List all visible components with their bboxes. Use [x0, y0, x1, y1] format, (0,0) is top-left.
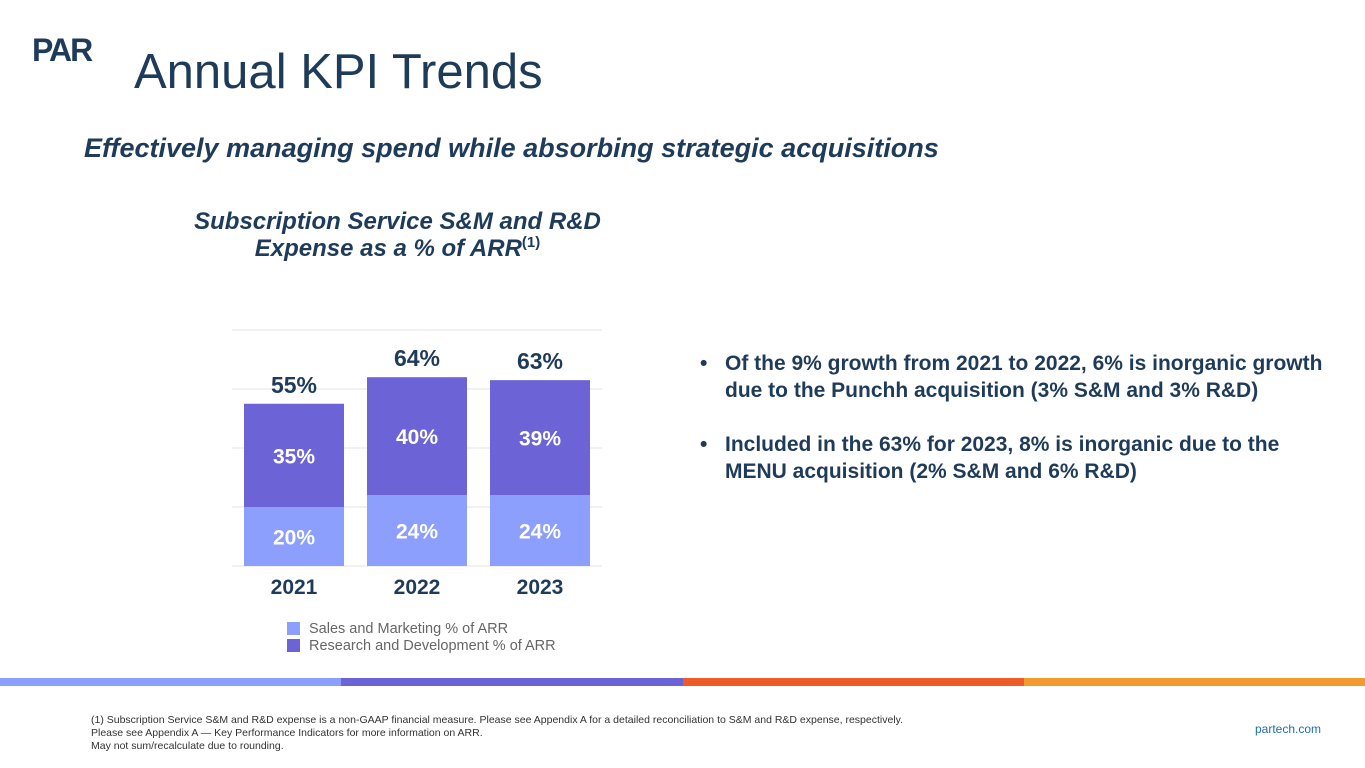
bar-segment-rd	[244, 403, 344, 507]
x-tick-label: 2023	[517, 576, 564, 599]
color-stripe-segment	[682, 678, 1024, 686]
bar-value-label: 24%	[519, 521, 561, 544]
page-title: Annual KPI Trends	[134, 45, 543, 99]
legend-label-sm: Sales and Marketing % of ARR	[309, 620, 509, 637]
bar-value-label: 40%	[396, 426, 438, 449]
bar-total-label: 64%	[394, 345, 440, 371]
color-stripe-segment	[1023, 678, 1365, 686]
website-link[interactable]: partech.com	[1254, 722, 1321, 736]
bar-value-label: 39%	[519, 428, 561, 451]
footnote-line: (1) Subscription Service S&M and R&D exp…	[91, 714, 904, 726]
footnotes: (1) Subscription Service S&M and R&D exp…	[91, 714, 903, 753]
x-tick-label: 2022	[394, 576, 441, 599]
bar-value-label: 35%	[273, 445, 315, 468]
color-stripe	[0, 678, 1365, 686]
bullet-list: Of the 9% growth from 2021 to 2022, 6% i…	[700, 350, 1330, 512]
legend-swatch-sm	[287, 622, 300, 635]
chart-title-line1: Subscription Service S&M and R&D	[194, 208, 601, 235]
bar-segment-sm	[367, 495, 467, 566]
x-tick-label: 2021	[271, 576, 318, 599]
bullet-item: Included in the 63% for 2023, 8% is inor…	[700, 431, 1330, 485]
bar-value-label: 24%	[396, 521, 438, 544]
color-stripe-segment	[341, 678, 683, 686]
bar-segment-sm	[490, 495, 590, 566]
page-subtitle: Effectively managing spend while absorbi…	[84, 133, 939, 163]
bar-total-label: 63%	[517, 348, 563, 374]
bullet-item: Of the 9% growth from 2021 to 2022, 6% i…	[700, 350, 1330, 404]
legend-label-rd: Research and Development % of ARR	[309, 637, 556, 654]
legend-item-sm: Sales and Marketing % of ARR	[287, 620, 556, 637]
bar-segment-rd	[367, 377, 467, 496]
bar-segment-sm	[244, 507, 344, 566]
par-logo-text: PAR	[32, 33, 93, 63]
legend-swatch-rd	[287, 639, 300, 652]
bar-segment-rd	[490, 380, 590, 496]
bar-total-label: 55%	[271, 372, 317, 398]
chart-title-footnote-ref: (1)	[521, 234, 541, 251]
chart-title: Subscription Service S&M and R&D Expense…	[150, 208, 645, 262]
footnote-line: Please see Appendix A — Key Performance …	[91, 727, 483, 739]
color-stripe-segment	[0, 678, 342, 686]
footnote-line: May not sum/recalculate due to rounding.	[91, 740, 284, 752]
legend-item-rd: Research and Development % of ARR	[287, 637, 556, 654]
chart-title-line2: Expense as a % of ARR	[254, 235, 522, 262]
bar-value-label: 20%	[273, 527, 315, 550]
chart-legend: Sales and Marketing % of ARR Research an…	[287, 620, 556, 654]
par-logo: PAR	[32, 33, 95, 63]
